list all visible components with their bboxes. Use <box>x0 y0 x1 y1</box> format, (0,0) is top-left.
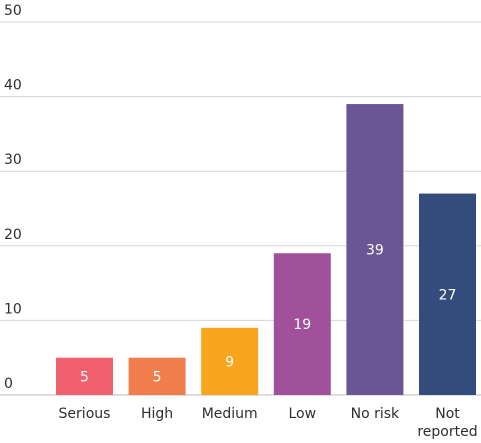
x-tick-label: Serious <box>59 406 111 422</box>
x-tick-label: High <box>141 406 173 422</box>
data-labels: 5 5 9 19 39 27 <box>80 243 456 386</box>
data-label: 9 <box>225 354 234 370</box>
y-tick-label: 30 <box>4 152 22 168</box>
y-tick-label: 20 <box>4 227 22 243</box>
bar <box>346 104 404 395</box>
bar <box>419 193 476 395</box>
y-tick-label: 40 <box>4 78 22 94</box>
x-tick-label: reported <box>417 424 477 440</box>
x-tick-label: No risk <box>351 406 400 422</box>
x-tick-label: Not <box>435 406 460 422</box>
y-axis-ticks: 0 10 20 30 40 50 <box>4 3 22 392</box>
x-tick-label: Medium <box>202 406 258 422</box>
bar <box>273 253 331 395</box>
y-tick-label: 10 <box>4 301 22 317</box>
bar <box>128 357 186 395</box>
data-label: 5 <box>80 369 89 385</box>
data-label: 39 <box>366 243 384 259</box>
y-tick-label: 50 <box>4 3 22 19</box>
bar <box>201 327 259 395</box>
bar <box>56 357 113 395</box>
data-label: 19 <box>293 317 311 333</box>
data-label: 27 <box>439 287 457 303</box>
x-axis-labels: Serious High Medium Low No risk Not reported <box>59 406 478 440</box>
bars <box>56 104 476 395</box>
x-tick-label: Low <box>289 406 317 422</box>
data-label: 5 <box>153 369 162 385</box>
y-tick-label: 0 <box>4 376 13 392</box>
